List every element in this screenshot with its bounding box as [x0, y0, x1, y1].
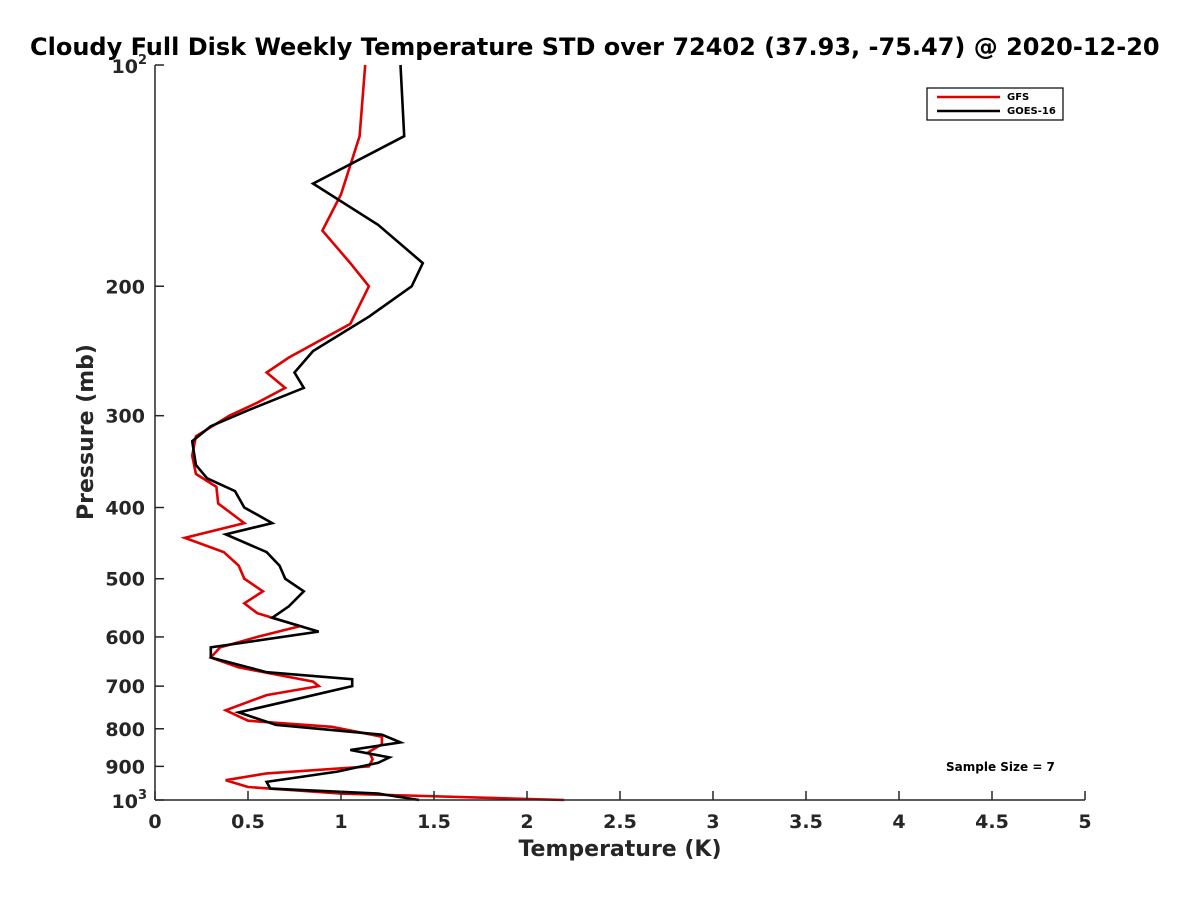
legend-box: [926, 87, 1064, 121]
legend-label-gfs: GFS: [1007, 92, 1029, 103]
x-tick-label: 2: [520, 811, 533, 833]
x-axis-label: Temperature (K): [518, 837, 721, 862]
y-axis-ticks: 102 200 300 400 500 600 700 800 900 103: [105, 53, 164, 813]
y-tick-label: 900: [105, 756, 145, 778]
chart-title: Cloudy Full Disk Weekly Temperature STD …: [30, 33, 1160, 61]
legend: GFS GOES-16: [926, 87, 1064, 121]
series-line-goes16: [190, 64, 425, 802]
x-tick-label: 4: [892, 811, 905, 833]
sample-size-annotation: Sample Size = 7: [946, 760, 1055, 774]
x-tick-label: 1.5: [417, 811, 451, 833]
x-axis-ticks: 0 0.5 1 1.5 2 2.5 3 3.5 4 4.5 5: [148, 791, 1092, 833]
x-tick-label: 0: [148, 811, 161, 833]
y-axis-label: Pressure (mb): [74, 344, 99, 520]
x-tick-label: 3.5: [789, 811, 823, 833]
legend-label-goes16: GOES-16: [1007, 106, 1056, 117]
y-tick-label: 102: [112, 53, 148, 78]
y-tick-label: 103: [112, 788, 148, 813]
x-tick-label: 4.5: [975, 811, 1009, 833]
series-line-gfs: [180, 64, 565, 802]
y-tick-label: 300: [105, 406, 145, 428]
y-tick-label: 600: [105, 627, 145, 649]
y-tick-label: 800: [105, 719, 145, 741]
y-tick-label: 400: [105, 498, 145, 520]
y-tick-label: 500: [105, 569, 145, 591]
x-tick-label: 5: [1078, 811, 1091, 833]
x-tick-label: 1: [334, 811, 347, 833]
x-tick-label: 0.5: [231, 811, 265, 833]
y-tick-label: 700: [105, 676, 145, 698]
y-tick-label: 200: [105, 276, 145, 298]
series-layer: [180, 64, 565, 802]
x-tick-label: 3: [706, 811, 719, 833]
x-tick-label: 2.5: [603, 811, 637, 833]
